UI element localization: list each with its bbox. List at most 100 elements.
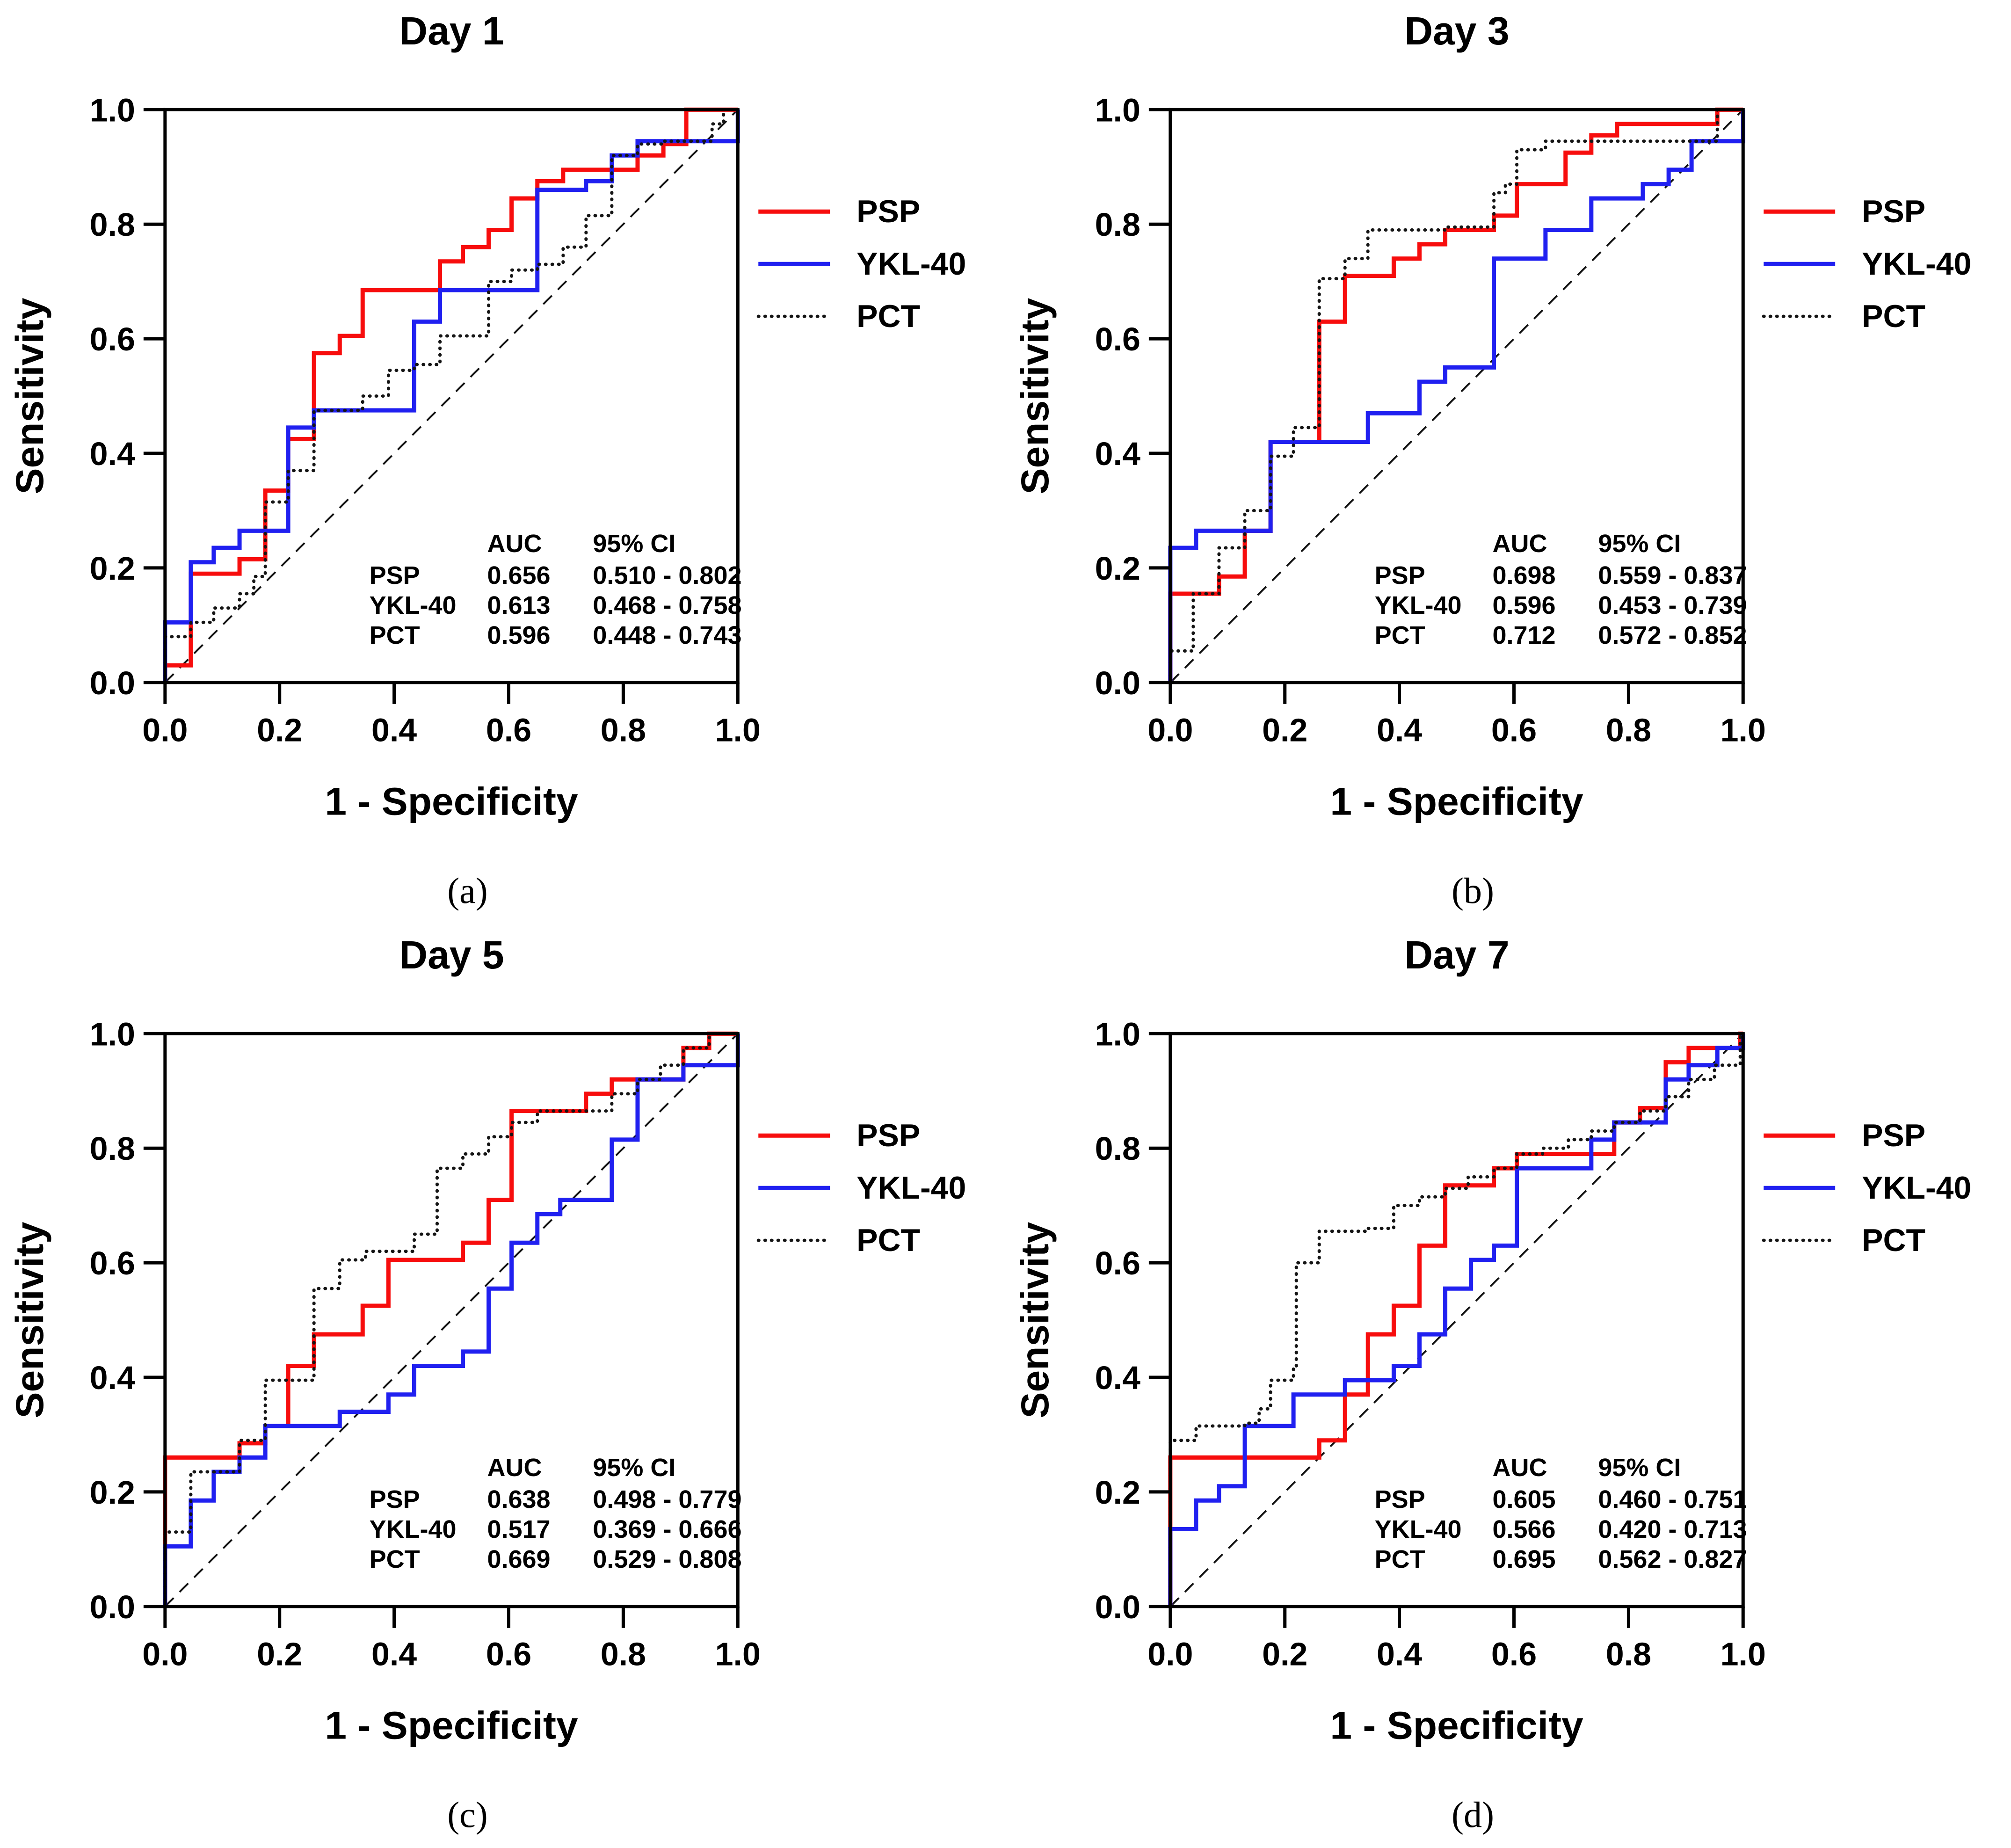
stats-cell: 0.698 xyxy=(1493,561,1556,589)
y-tick-label: 0.8 xyxy=(1095,1130,1140,1167)
panel-day-7: Day 7 0.0 0.2 0.4 0.6 0.8 1.0 0.0 0.2 0.4 0.6 0.8 1… xyxy=(1005,924,2011,1848)
legend-label-pct: PCT xyxy=(1862,298,1925,334)
legend-label-psp: PSP xyxy=(1862,1118,1925,1153)
stats-header-auc: AUC xyxy=(1493,530,1547,558)
stats-cell: 0.712 xyxy=(1493,621,1556,649)
x-tick-label: 0.8 xyxy=(1606,1636,1651,1673)
panel-title-day-5: Day 5 xyxy=(399,933,504,977)
stats-cell: YKL-40 xyxy=(1375,591,1462,619)
stats-cell: PSP xyxy=(370,1485,420,1513)
x-tick-label: 0.6 xyxy=(486,1636,531,1673)
y-tick-label: 0.2 xyxy=(90,1474,135,1511)
stats-header-auc: AUC xyxy=(487,1454,542,1482)
stats-header-auc: AUC xyxy=(1493,1454,1547,1482)
y-tick-label: 1.0 xyxy=(90,92,135,128)
y-tick-label: 0.2 xyxy=(1095,1474,1140,1511)
stats-cell: YKL-40 xyxy=(1375,1515,1462,1543)
y-tick-label: 0.0 xyxy=(1095,1589,1140,1625)
x-tick-label: 1.0 xyxy=(715,712,761,749)
roc-curve-ykl-40 xyxy=(1168,1033,1745,1607)
stats-cell: PSP xyxy=(1375,1485,1425,1513)
roc-curve-psp xyxy=(163,107,738,683)
stats-cell: 0.529 - 0.808 xyxy=(593,1545,741,1573)
roc-curve-psp xyxy=(1168,1031,1743,1607)
roc-curve-pct xyxy=(163,1032,740,1608)
y-tick-label: 1.0 xyxy=(1095,1016,1140,1052)
panel-caption-c: (c) xyxy=(447,1794,488,1835)
stats-cell: PSP xyxy=(1375,561,1425,589)
panel-title-day-3: Day 3 xyxy=(1404,9,1510,53)
x-tick-label: 0.4 xyxy=(371,712,417,749)
x-tick-label: 0.0 xyxy=(1147,1636,1193,1673)
y-tick-label: 0.8 xyxy=(90,206,135,243)
stats-header-ci: 95% CI xyxy=(1598,530,1681,558)
roc-chart-day-5: 0.0 0.2 0.4 0.6 0.8 1.0 0.0 0.2 0.4 0.6 0.8 1.0 1 - … xyxy=(7,1016,966,1747)
legend-label-psp: PSP xyxy=(1862,194,1925,229)
stats-cell: PCT xyxy=(370,1545,420,1573)
reference-diagonal-line xyxy=(164,1033,739,1608)
stats-cell: 0.596 xyxy=(487,621,551,649)
y-tick-label: 0.4 xyxy=(1095,1360,1140,1396)
stats-cell: 0.369 - 0.666 xyxy=(593,1515,741,1543)
stats-cell: 0.572 - 0.852 xyxy=(1598,621,1747,649)
x-tick-label: 0.6 xyxy=(1491,712,1537,749)
plot-frame xyxy=(163,108,740,684)
x-tick-label: 0.2 xyxy=(1262,712,1307,749)
x-tick-label: 1.0 xyxy=(715,1636,761,1673)
legend-label-ykl-40: YKL-40 xyxy=(1862,1170,1971,1206)
x-axis-title: 1 - Specificity xyxy=(325,779,578,823)
legend-label-pct: PCT xyxy=(857,1222,920,1258)
x-tick-label: 0.6 xyxy=(486,712,531,749)
reference-diagonal-line xyxy=(1169,1033,1744,1608)
x-tick-label: 0.4 xyxy=(371,1636,417,1673)
legend-label-psp: PSP xyxy=(857,1118,920,1153)
x-tick-label: 0.0 xyxy=(142,712,188,749)
y-tick-label: 0.6 xyxy=(90,321,135,357)
x-tick-label: 1.0 xyxy=(1721,1636,1766,1673)
y-tick-label: 0.8 xyxy=(1095,206,1140,243)
x-tick-label: 0.8 xyxy=(1606,712,1651,749)
roc-chart-day-7: 0.0 0.2 0.4 0.6 0.8 1.0 0.0 0.2 0.4 0.6 0.8 1.0 1 - … xyxy=(1013,1016,1971,1747)
x-tick-label: 0.0 xyxy=(1147,712,1193,749)
roc-curve-pct xyxy=(163,108,740,684)
stats-cell: 0.562 - 0.827 xyxy=(1598,1545,1747,1573)
y-tick-label: 0.0 xyxy=(90,1589,135,1625)
y-tick-label: 0.0 xyxy=(1095,665,1140,701)
y-tick-label: 0.2 xyxy=(90,550,135,587)
stats-cell: 0.669 xyxy=(487,1545,551,1573)
plot-frame xyxy=(1169,108,1745,684)
y-tick-label: 0.6 xyxy=(1095,321,1140,357)
y-tick-label: 0.2 xyxy=(1095,550,1140,587)
legend-label-pct: PCT xyxy=(857,298,920,334)
y-tick-label: 0.4 xyxy=(90,1360,135,1396)
stats-cell: 0.510 - 0.802 xyxy=(593,561,741,589)
x-axis-title: 1 - Specificity xyxy=(1330,779,1583,823)
x-tick-label: 0.0 xyxy=(142,1636,188,1673)
x-axis-title: 1 - Specificity xyxy=(1330,1703,1583,1747)
x-tick-label: 0.8 xyxy=(601,712,646,749)
x-tick-label: 0.8 xyxy=(601,1636,646,1673)
panel-day-3: Day 3 0.0 0.2 0.4 0.6 0.8 1.0 0.0 0.2 0.4 0.6 0.8 1… xyxy=(1005,0,2011,924)
stats-cell: 0.448 - 0.743 xyxy=(593,621,741,649)
legend-label-pct: PCT xyxy=(1862,1222,1925,1258)
stats-cell: 0.638 xyxy=(487,1485,551,1513)
roc-chart-day-1: 0.0 0.2 0.4 0.6 0.8 1.0 0.0 0.2 0.4 0.6 0.8 1.0 1 - … xyxy=(7,92,966,823)
x-tick-label: 0.2 xyxy=(257,1636,302,1673)
reference-diagonal-line xyxy=(1169,109,1744,684)
stats-cell: 0.596 xyxy=(1493,591,1556,619)
stats-cell: 0.566 xyxy=(1493,1515,1556,1543)
panel-title-day-1: Day 1 xyxy=(399,9,504,53)
reference-diagonal-line xyxy=(164,109,739,684)
stats-header-ci: 95% CI xyxy=(593,1454,675,1482)
stats-cell: 0.656 xyxy=(487,561,551,589)
stats-cell: 0.559 - 0.837 xyxy=(1598,561,1747,589)
y-tick-label: 0.8 xyxy=(90,1130,135,1167)
stats-cell: YKL-40 xyxy=(370,591,457,619)
y-tick-label: 0.4 xyxy=(90,436,135,472)
stats-cell: PCT xyxy=(370,621,420,649)
stats-cell: 0.613 xyxy=(487,591,551,619)
x-tick-label: 1.0 xyxy=(1721,712,1766,749)
x-tick-label: 0.4 xyxy=(1377,1636,1422,1673)
panel-day-5: Day 5 0.0 0.2 0.4 0.6 0.8 1.0 0.0 0.2 0.4 0.6 0.8 1… xyxy=(0,924,1005,1848)
stats-cell: 0.695 xyxy=(1493,1545,1556,1573)
